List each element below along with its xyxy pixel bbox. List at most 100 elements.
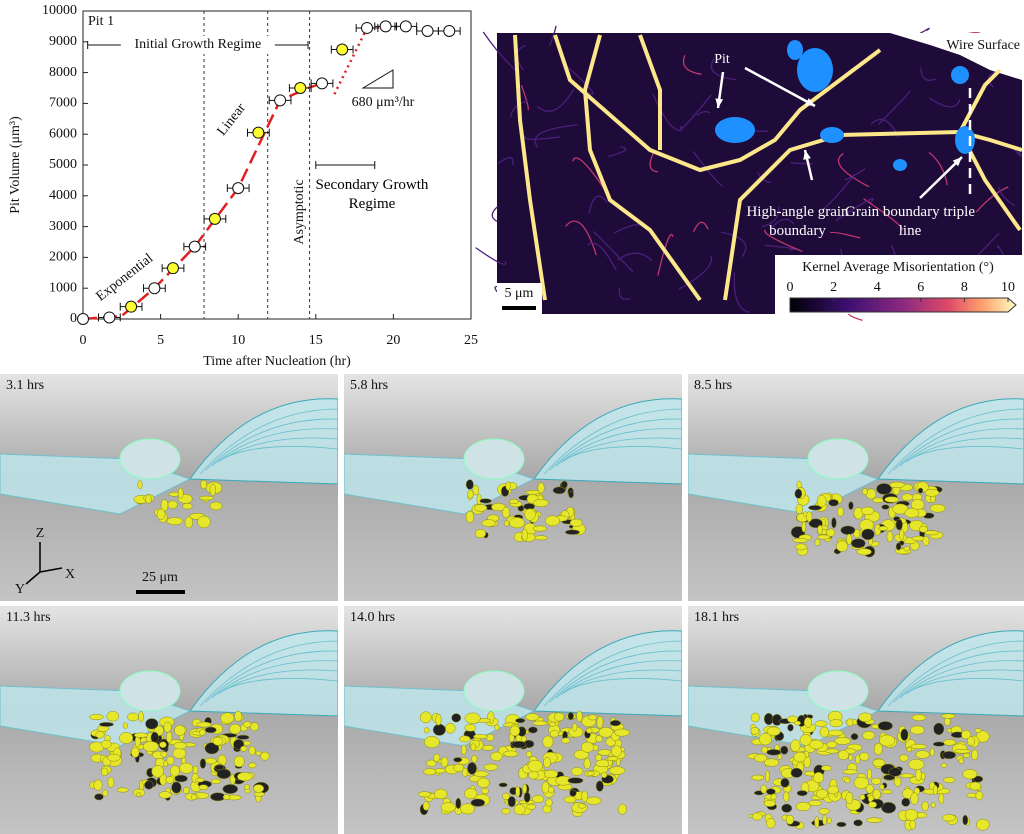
- pit-cluster: [485, 733, 495, 742]
- pit-cluster: [895, 542, 902, 551]
- misorientation-texture: [536, 88, 575, 112]
- pit-cluster: [595, 735, 603, 743]
- pit-cluster: [166, 756, 175, 765]
- pit-cluster: [904, 808, 918, 821]
- pit-cluster: [532, 720, 548, 726]
- pit-cluster: [596, 715, 604, 729]
- pit-cluster: [872, 758, 886, 768]
- data-point: [232, 182, 245, 195]
- misorientation-texture: [769, 218, 795, 230]
- pit-cluster: [511, 740, 527, 749]
- pit-cluster: [145, 718, 159, 730]
- misorientation-texture: [593, 231, 634, 273]
- pit-cluster: [89, 714, 104, 720]
- pit-cluster: [814, 538, 821, 546]
- misorientation-texture: [587, 242, 617, 271]
- pit-cluster: [440, 802, 456, 813]
- pit-cluster: [471, 754, 478, 763]
- timestamp: 5.8 hrs: [350, 378, 388, 393]
- pit-cluster: [826, 817, 832, 824]
- pit-region: [820, 127, 844, 143]
- pit-cluster: [884, 496, 900, 503]
- pit-cluster: [855, 754, 861, 765]
- gizmo-label: Z: [36, 526, 45, 541]
- pit-cluster: [195, 777, 205, 783]
- axis-gizmo: Z X Y: [15, 526, 75, 597]
- grain-boundary: [582, 34, 702, 302]
- pit-cluster: [233, 755, 245, 768]
- pit-cluster: [220, 712, 235, 724]
- wire-dome: [189, 398, 338, 485]
- pit-cluster: [853, 776, 869, 790]
- pit-cluster: [521, 528, 528, 542]
- pit-cluster: [163, 721, 172, 733]
- pit-cluster: [827, 729, 844, 737]
- wire-contour: [911, 446, 1024, 459]
- pit-cluster: [131, 746, 140, 758]
- pit-cluster: [780, 745, 789, 755]
- pit-cluster: [868, 801, 877, 808]
- pit-cluster: [974, 728, 982, 733]
- misorientation-texture: [929, 97, 961, 108]
- pit-cluster: [751, 812, 763, 821]
- rendering-panel: 18.1 hrs: [688, 606, 1024, 834]
- y-tick-label: 6000: [49, 126, 77, 141]
- pit-cluster: [911, 714, 927, 721]
- misorientation-texture: [682, 55, 702, 75]
- pit-cluster: [563, 795, 577, 804]
- wire-contour: [887, 408, 1024, 475]
- pit-cluster: [961, 729, 971, 740]
- colorbar-tick-label: 0: [787, 280, 794, 295]
- pit-cluster: [962, 753, 971, 758]
- pit-cluster: [482, 744, 494, 751]
- misorientation-texture: [733, 272, 750, 313]
- pit-cluster: [933, 722, 945, 736]
- data-point: [316, 77, 329, 90]
- pit-cluster: [528, 726, 538, 734]
- pit-cluster: [173, 741, 187, 750]
- misorientation-texture: [829, 231, 861, 239]
- pit-cluster: [445, 722, 456, 734]
- pit-cluster: [794, 488, 803, 499]
- pit-cluster: [167, 500, 178, 509]
- scale-bar: [502, 306, 536, 310]
- pit-cluster: [467, 490, 474, 499]
- pit-cluster: [165, 776, 175, 784]
- pit-cluster: [915, 768, 922, 782]
- pit-cluster: [216, 768, 231, 779]
- pit-cluster: [509, 517, 525, 529]
- colorbar-tick-label: 2: [830, 280, 837, 295]
- pit-cluster: [561, 737, 571, 744]
- pit-cluster: [846, 718, 854, 727]
- pit-cluster: [932, 741, 945, 747]
- pit-cluster: [160, 751, 168, 758]
- pit-cluster: [813, 772, 825, 784]
- pit-cluster: [260, 751, 270, 761]
- grain-boundary: [513, 34, 547, 301]
- pit-cluster: [172, 747, 187, 759]
- pit-cluster: [873, 742, 883, 756]
- pit-cluster: [910, 792, 919, 805]
- arrow: [919, 156, 963, 199]
- scale-bar: [136, 590, 185, 594]
- pit-cluster: [569, 789, 577, 797]
- pit-cluster: [834, 737, 851, 745]
- pit-cluster: [865, 784, 874, 794]
- pit-cluster: [795, 801, 811, 812]
- pit-cluster: [836, 821, 847, 828]
- rendering-content: [344, 374, 682, 601]
- pit-cluster: [209, 483, 217, 496]
- arrow-head: [805, 98, 815, 106]
- pit-cluster: [567, 712, 574, 721]
- wire-contour: [543, 408, 682, 475]
- pit-cluster: [969, 781, 981, 791]
- pit-cluster: [417, 791, 432, 798]
- pit-cluster: [229, 723, 241, 735]
- misorientation-texture: [510, 99, 529, 118]
- pit-cluster: [901, 493, 913, 501]
- gb-label: High-angle grain boundary: [746, 204, 849, 239]
- pit-cluster: [879, 734, 896, 747]
- wire-dome: [533, 630, 682, 717]
- pit-cluster: [831, 517, 837, 529]
